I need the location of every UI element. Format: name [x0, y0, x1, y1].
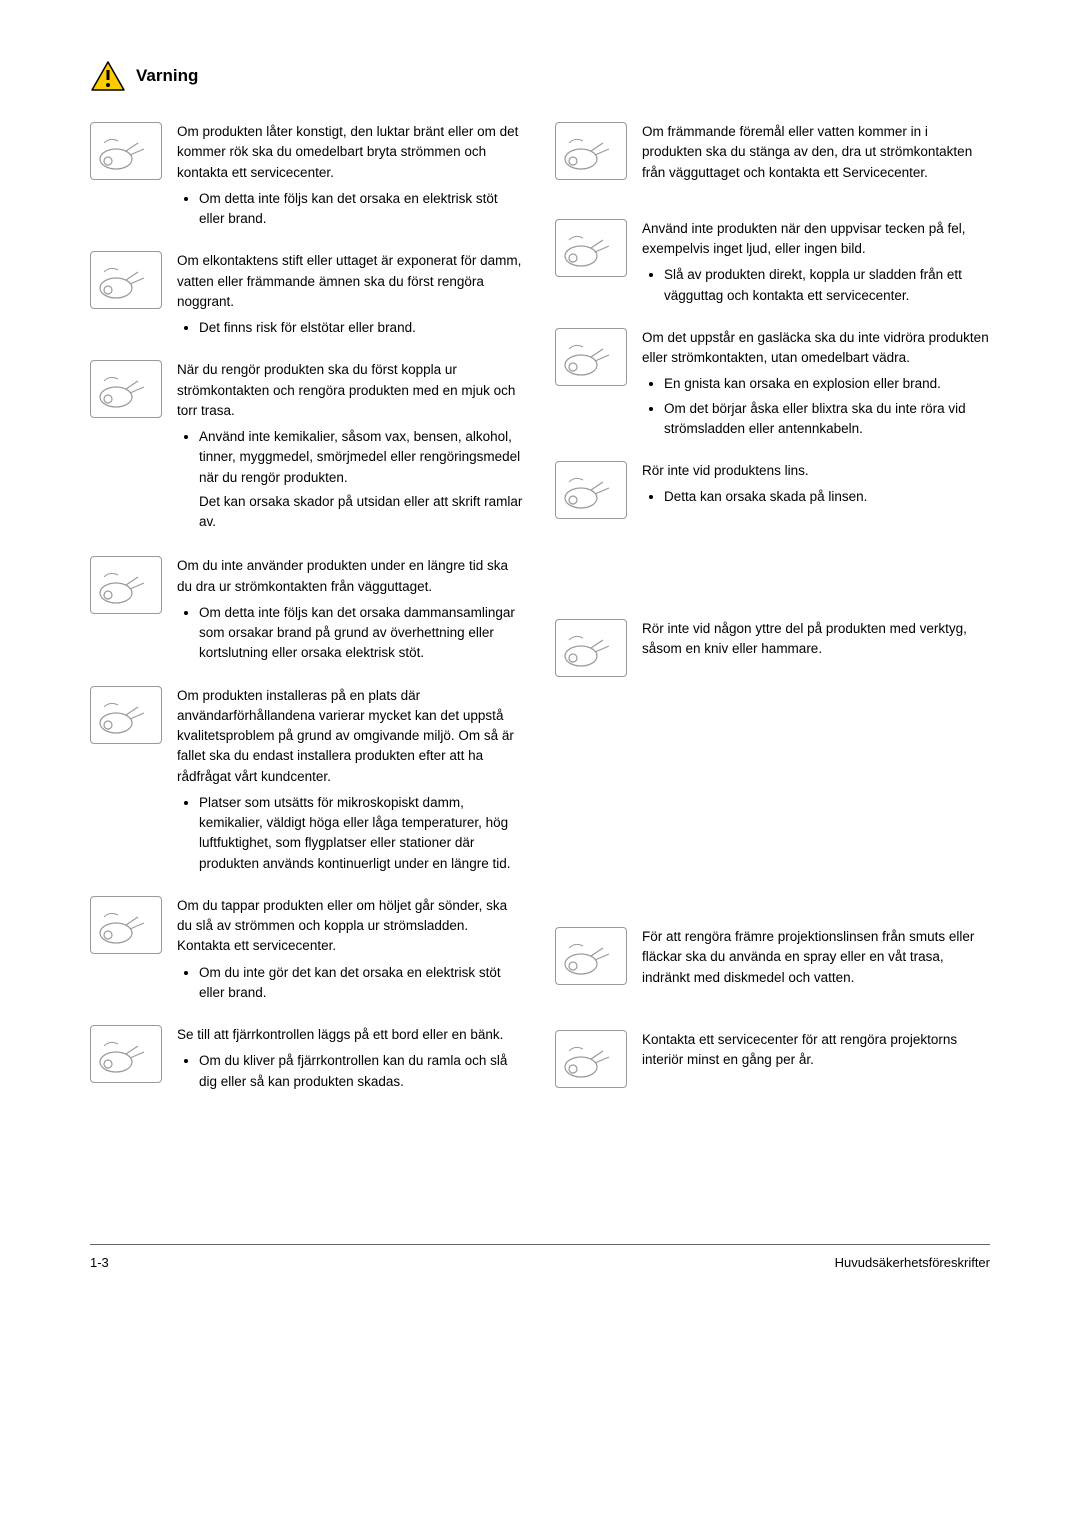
item-bullet-list: Om du inte gör det kan det orsaka en ele…: [177, 963, 525, 1004]
item-paragraph: Om produkten låter konstigt, den luktar …: [177, 122, 525, 183]
item-bullet-list: Om du kliver på fjärrkontrollen kan du r…: [177, 1051, 525, 1092]
illustration-icon: [90, 251, 162, 309]
right-column: Om främmande föremål eller vatten kommer…: [555, 122, 990, 1114]
item-bullet: Om detta inte följs kan det orsaka damma…: [199, 603, 525, 664]
item-content: Om du tappar produkten eller om höljet g…: [177, 896, 525, 1007]
item-bullet: Om det börjar åska eller blixtra ska du …: [664, 399, 990, 440]
item-bullet-list: Det finns risk för elstötar eller brand.: [177, 318, 525, 338]
illustration-icon: [555, 1030, 627, 1088]
item-content: Om det uppstår en gasläcka ska du inte v…: [642, 328, 990, 443]
header-title: Varning: [136, 63, 198, 89]
safety-item: Rör inte vid produktens lins. Detta kan o…: [555, 461, 990, 519]
warning-header: Varning: [90, 60, 990, 92]
illustration-icon: [555, 619, 627, 677]
illustration-icon: [90, 556, 162, 614]
safety-item: Använd inte produkten när den uppvisar t…: [555, 219, 990, 310]
safety-item: Om främmande föremål eller vatten kommer…: [555, 122, 990, 189]
item-bullet: Slå av produkten direkt, koppla ur sladd…: [664, 265, 990, 306]
illustration-icon: [555, 219, 627, 277]
safety-item: Se till att fjärrkontrollen läggs på ett…: [90, 1025, 525, 1096]
item-content: Rör inte vid produktens lins. Detta kan o…: [642, 461, 990, 519]
illustration-icon: [555, 122, 627, 180]
safety-item: Rör inte vid någon yttre del på produkte…: [555, 619, 990, 677]
item-paragraph: Kontakta ett servicecenter för att rengö…: [642, 1030, 990, 1071]
item-content: För att rengöra främre projektionslinsen…: [642, 927, 990, 994]
item-paragraph: Om produkten installeras på en plats där…: [177, 686, 525, 787]
safety-item: Om det uppstår en gasläcka ska du inte v…: [555, 328, 990, 443]
item-paragraph: Använd inte produkten när den uppvisar t…: [642, 219, 990, 260]
illustration-icon: [90, 896, 162, 954]
safety-item: Om elkontaktens stift eller uttaget är e…: [90, 251, 525, 342]
item-paragraph: För att rengöra främre projektionslinsen…: [642, 927, 990, 988]
item-paragraph: Rör inte vid produktens lins.: [642, 461, 990, 481]
left-column: Om produkten låter konstigt, den luktar …: [90, 122, 525, 1114]
item-paragraph: Om du tappar produkten eller om höljet g…: [177, 896, 525, 957]
safety-item: Om produkten installeras på en plats där…: [90, 686, 525, 878]
item-bullet-list: Platser som utsätts för mikroskopiskt da…: [177, 793, 525, 874]
item-bullet-list: En gnista kan orsaka en explosion eller …: [642, 374, 990, 439]
item-content: Se till att fjärrkontrollen läggs på ett…: [177, 1025, 525, 1096]
item-paragraph: Om du inte använder produkten under en l…: [177, 556, 525, 597]
item-paragraph: När du rengör produkten ska du först kop…: [177, 360, 525, 421]
item-content: Om produkten installeras på en plats där…: [177, 686, 525, 878]
item-bullet-list: Om detta inte följs kan det orsaka en el…: [177, 189, 525, 230]
safety-item: Kontakta ett servicecenter för att rengö…: [555, 1030, 990, 1088]
item-bullet: Använd inte kemikalier, såsom vax, bense…: [199, 427, 525, 532]
item-content: Använd inte produkten när den uppvisar t…: [642, 219, 990, 310]
item-content: Om produkten låter konstigt, den luktar …: [177, 122, 525, 233]
item-content: Kontakta ett servicecenter för att rengö…: [642, 1030, 990, 1088]
illustration-icon: [90, 122, 162, 180]
item-content: Rör inte vid någon yttre del på produkte…: [642, 619, 990, 677]
warning-triangle-icon: [90, 60, 126, 92]
item-content: Om du inte använder produkten under en l…: [177, 556, 525, 667]
safety-item: Om du tappar produkten eller om höljet g…: [90, 896, 525, 1007]
illustration-icon: [90, 686, 162, 744]
item-bullet: Detta kan orsaka skada på linsen.: [664, 487, 990, 507]
item-content: Om främmande föremål eller vatten kommer…: [642, 122, 990, 189]
illustration-icon: [555, 927, 627, 985]
illustration-icon: [90, 360, 162, 418]
page-number: 1-3: [90, 1253, 109, 1273]
item-bullet: Om detta inte följs kan det orsaka en el…: [199, 189, 525, 230]
safety-item: När du rengör produkten ska du först kop…: [90, 360, 525, 538]
illustration-icon: [90, 1025, 162, 1083]
item-bullet: En gnista kan orsaka en explosion eller …: [664, 374, 990, 394]
item-bullet: Om du inte gör det kan det orsaka en ele…: [199, 963, 525, 1004]
item-paragraph: Om det uppstår en gasläcka ska du inte v…: [642, 328, 990, 369]
safety-item: Om du inte använder produkten under en l…: [90, 556, 525, 667]
item-content: När du rengör produkten ska du först kop…: [177, 360, 525, 538]
illustration-icon: [555, 328, 627, 386]
item-bullet-list: Slå av produkten direkt, koppla ur sladd…: [642, 265, 990, 306]
footer-section: Huvudsäkerhetsföreskrifter: [835, 1253, 990, 1273]
illustration-icon: [555, 461, 627, 519]
item-bullet: Om du kliver på fjärrkontrollen kan du r…: [199, 1051, 525, 1092]
item-bullet-list: Om detta inte följs kan det orsaka damma…: [177, 603, 525, 664]
item-paragraph: Om elkontaktens stift eller uttaget är e…: [177, 251, 525, 312]
content-columns: Om produkten låter konstigt, den luktar …: [90, 122, 990, 1114]
item-bullet-list: Detta kan orsaka skada på linsen.: [642, 487, 990, 507]
item-paragraph: Se till att fjärrkontrollen läggs på ett…: [177, 1025, 525, 1045]
page-footer: 1-3 Huvudsäkerhetsföreskrifter: [90, 1244, 990, 1273]
item-paragraph: Om främmande föremål eller vatten kommer…: [642, 122, 990, 183]
safety-item: Om produkten låter konstigt, den luktar …: [90, 122, 525, 233]
safety-item: För att rengöra främre projektionslinsen…: [555, 927, 990, 994]
item-paragraph: Rör inte vid någon yttre del på produkte…: [642, 619, 990, 660]
item-bullet-sub: Det kan orsaka skador på utsidan eller a…: [199, 492, 525, 533]
item-bullet-list: Använd inte kemikalier, såsom vax, bense…: [177, 427, 525, 532]
item-bullet: Det finns risk för elstötar eller brand.: [199, 318, 525, 338]
item-bullet: Platser som utsätts för mikroskopiskt da…: [199, 793, 525, 874]
item-content: Om elkontaktens stift eller uttaget är e…: [177, 251, 525, 342]
